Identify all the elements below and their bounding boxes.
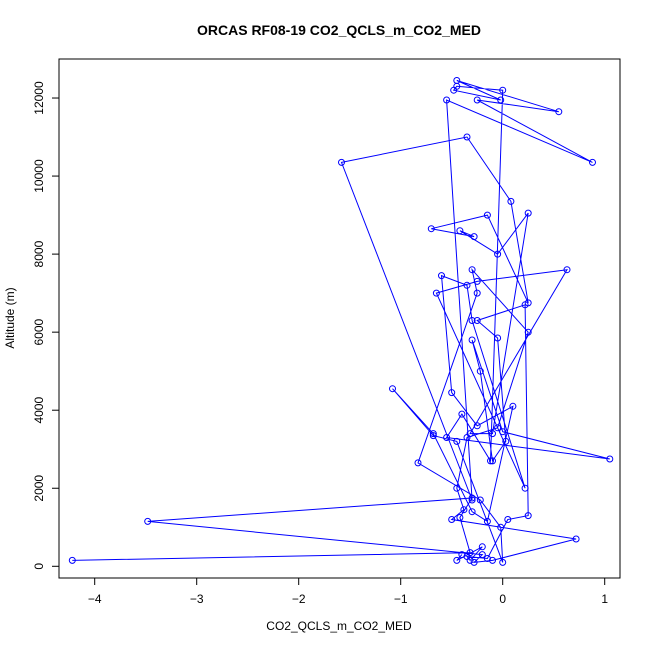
y-axis: 0 2000 4000 6000 8000 10000 12000 bbox=[32, 81, 60, 570]
data-point bbox=[507, 197, 515, 205]
data-point bbox=[468, 336, 476, 344]
data-point bbox=[470, 233, 478, 241]
data-point bbox=[524, 328, 532, 336]
x-tick-label: −2 bbox=[292, 592, 306, 606]
data-point bbox=[389, 385, 396, 393]
data-point bbox=[456, 227, 464, 235]
data-point bbox=[502, 437, 510, 445]
data-point bbox=[572, 535, 580, 543]
data-point bbox=[144, 517, 152, 525]
data-point bbox=[555, 108, 563, 116]
data-point bbox=[453, 484, 461, 492]
x-tick-label: −1 bbox=[394, 592, 408, 606]
data-point bbox=[463, 133, 471, 141]
data-point bbox=[589, 158, 596, 166]
x-tick-label: −4 bbox=[88, 592, 102, 606]
data-point bbox=[458, 551, 466, 559]
data-point bbox=[443, 96, 451, 104]
data-point bbox=[509, 402, 517, 410]
data-point bbox=[473, 277, 481, 285]
data-point bbox=[466, 430, 474, 438]
data-point bbox=[476, 496, 484, 504]
y-tick-label: 0 bbox=[32, 563, 46, 570]
data-point bbox=[438, 272, 445, 280]
data-point bbox=[453, 556, 461, 564]
x-axis-label: CO2_QCLS_m_CO2_MED bbox=[266, 619, 412, 633]
data-point bbox=[460, 506, 468, 514]
data-point bbox=[483, 517, 491, 525]
data-point bbox=[470, 558, 478, 566]
data-point bbox=[494, 334, 502, 342]
y-tick-label: 12000 bbox=[32, 81, 46, 115]
data-point bbox=[521, 301, 529, 309]
data-point bbox=[468, 266, 476, 274]
data-point bbox=[473, 289, 481, 297]
data-point bbox=[476, 367, 484, 375]
data-point bbox=[473, 96, 481, 104]
y-tick-label: 6000 bbox=[32, 318, 46, 345]
data-point bbox=[563, 266, 571, 274]
y-axis-label: Altitude (m) bbox=[3, 287, 17, 348]
x-axis: −4 −3 −2 −1 0 1 bbox=[88, 577, 608, 606]
y-tick-label: 2000 bbox=[32, 475, 46, 502]
data-point bbox=[68, 556, 76, 564]
data-point bbox=[473, 317, 481, 324]
data-point bbox=[432, 289, 440, 297]
data-point bbox=[338, 158, 345, 166]
data-point bbox=[456, 514, 464, 521]
x-tick-label: −3 bbox=[190, 592, 204, 606]
data-point bbox=[524, 512, 532, 520]
data-point bbox=[499, 428, 507, 436]
data-point bbox=[453, 82, 461, 90]
data-point bbox=[489, 457, 496, 465]
data-point bbox=[466, 556, 474, 564]
data-point bbox=[473, 422, 481, 430]
data-point bbox=[448, 389, 456, 397]
data-point bbox=[499, 86, 507, 94]
data-point bbox=[478, 551, 486, 559]
data-point bbox=[497, 523, 505, 531]
data-point bbox=[429, 432, 437, 440]
chart-title: ORCAS RF08-19 CO2_QCLS_m_CO2_MED bbox=[197, 22, 481, 38]
data-point bbox=[448, 516, 456, 523]
data-point bbox=[453, 437, 461, 445]
data-point bbox=[468, 317, 476, 324]
data-point bbox=[504, 516, 512, 523]
data-point bbox=[524, 209, 532, 217]
data-point bbox=[494, 250, 502, 258]
series-line bbox=[72, 80, 610, 564]
data-point bbox=[606, 455, 614, 463]
x-tick-label: 1 bbox=[601, 592, 608, 606]
plot-frame bbox=[58, 58, 621, 579]
series-layer bbox=[68, 77, 614, 566]
y-tick-label: 10000 bbox=[32, 159, 46, 193]
data-point bbox=[494, 424, 502, 432]
y-tick-label: 4000 bbox=[32, 397, 46, 424]
data-point bbox=[521, 484, 529, 492]
data-point bbox=[414, 459, 422, 467]
data-point bbox=[497, 96, 505, 104]
data-point bbox=[483, 555, 491, 562]
data-point bbox=[458, 410, 466, 418]
data-point bbox=[468, 508, 476, 516]
data-point bbox=[427, 225, 435, 233]
data-point bbox=[487, 457, 494, 465]
data-point bbox=[429, 430, 437, 438]
x-tick-label: 0 bbox=[499, 592, 506, 606]
data-point bbox=[483, 211, 491, 219]
data-point bbox=[443, 434, 451, 441]
data-point bbox=[468, 494, 476, 502]
data-point bbox=[499, 558, 507, 566]
data-point bbox=[478, 543, 486, 551]
data-point bbox=[463, 281, 471, 289]
y-tick-label: 8000 bbox=[32, 240, 46, 267]
data-point bbox=[489, 430, 496, 438]
data-point bbox=[468, 496, 476, 504]
